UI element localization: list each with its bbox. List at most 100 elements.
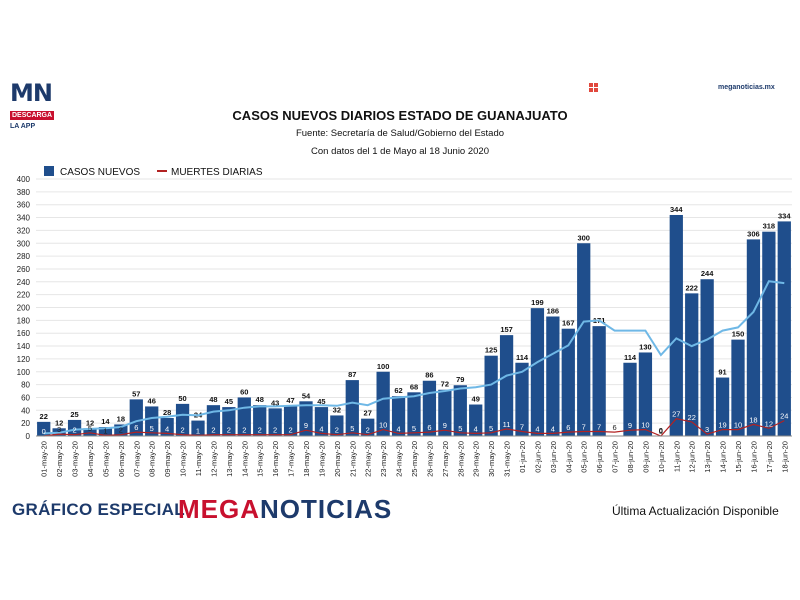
x-tick-label: 04-jun-20 [564,441,573,473]
x-tick-label: 12-may-20 [209,441,218,477]
legend-label-cases: CASOS NUEVOS [60,167,140,178]
y-tick-label: 260 [17,265,31,274]
bar-value-label: 318 [763,222,776,231]
death-value-label: 5 [489,424,493,433]
bar [530,308,545,436]
x-tick-label: 21-may-20 [348,441,357,477]
bar-value-label: 130 [639,342,652,351]
bar [685,293,699,436]
x-tick-label: 13-may-20 [225,441,234,477]
death-value-label: 10 [379,421,387,430]
bar-value-label: 157 [500,325,513,334]
bar-value-label: 46 [148,396,156,405]
death-value-label: 9 [304,421,308,430]
bar-value-label: 28 [163,408,171,417]
bar [299,401,313,436]
bar-value-label: 48 [209,395,217,404]
death-value-label: 7 [597,423,601,432]
x-tick-label: 19-may-20 [317,441,326,477]
bar [669,214,683,436]
bar [129,399,143,436]
bar [762,231,776,436]
death-value-label: 22 [688,413,696,422]
bar [145,406,159,436]
bar-value-label: 186 [547,306,560,315]
logo-app-label: LA APP [10,123,36,130]
bar-value-label: 222 [685,283,698,292]
death-value-label: 3 [57,425,61,434]
footer-brand: MEGANOTICIAS [178,494,392,525]
x-tick-label: 04-may-20 [86,441,95,477]
x-tick-label: 03-jun-20 [549,441,558,473]
bar [175,403,190,436]
bar [499,335,514,436]
y-tick-label: 320 [17,226,31,235]
death-value-label: 24 [780,412,788,421]
bar [469,404,483,436]
y-tick-label: 20 [21,419,30,428]
death-value-label: 5 [350,424,354,433]
x-tick-label: 17-jun-20 [765,441,774,473]
bar-value-label: 244 [701,269,714,278]
death-value-label: 12 [765,419,773,428]
bar-value-label: 43 [271,398,279,407]
death-value-label: 11 [503,420,511,429]
bar [191,420,205,436]
bar [391,396,406,436]
x-tick-label: 17-may-20 [287,441,296,477]
death-value-label: 19 [718,421,726,430]
footer-update-note: Última Actualización Disponible [612,504,779,518]
bar-value-label: 62 [394,386,402,395]
x-tick-label: 14-jun-20 [719,441,728,473]
bar [253,405,267,436]
bar [777,221,791,436]
bar-value-label: 0 [659,426,663,435]
bar-value-label: 87 [348,370,356,379]
bar [83,428,97,436]
death-value-label: 5 [150,424,154,433]
x-tick-label: 18-may-20 [302,441,311,477]
bar-value-label: 45 [317,397,325,406]
x-tick-label: 28-may-20 [456,441,465,477]
x-tick-label: 30-may-20 [487,441,496,477]
x-tick-label: 22-may-20 [364,441,373,477]
bar [268,408,282,436]
x-tick-label: 01-jun-20 [518,441,527,473]
bar-value-label: 114 [624,353,637,362]
x-tick-label: 20-may-20 [333,441,342,477]
bar [114,424,128,436]
x-tick-label: 13-jun-20 [703,441,712,473]
x-tick-label: 09-jun-20 [641,441,650,473]
bar [453,385,467,436]
meganoticias-app-logo[interactable]: MN DESCARGA LA APP [10,79,70,130]
footer-label: GRÁFICO ESPECIAL [12,500,185,519]
bar-value-label: 57 [132,389,140,398]
death-value-label: 1 [196,426,200,435]
chart-source: Fuente: Secretaría de Salud/Gobierno del… [295,128,505,139]
bar-value-label: 32 [333,405,341,414]
x-tick-label: 06-may-20 [117,441,126,477]
y-tick-label: 200 [17,304,31,313]
logo-mark: MN [10,79,53,107]
x-tick-label: 06-jun-20 [595,441,604,473]
bar [638,352,653,436]
bar [577,243,591,436]
y-tick-label: 140 [17,342,31,351]
death-value-label: 4 [535,424,539,433]
bar-value-label: 48 [256,395,264,404]
logo-download-label: DESCARGA [10,111,55,120]
bar-value-label: 22 [40,412,48,421]
x-tick-label: 05-may-20 [101,441,110,477]
site-url[interactable]: meganoticias.mx [718,84,775,91]
bar [407,392,421,436]
x-tick-label: 12-jun-20 [688,441,697,473]
bar-value-label: 306 [747,229,760,238]
legend-label-deaths: MUERTES DIARIAS [171,167,263,178]
x-tick-label: 05-jun-20 [580,441,589,473]
x-tick-label: 08-jun-20 [626,441,635,473]
death-value-label: 5 [88,424,92,433]
y-tick-label: 100 [17,368,31,377]
y-tick-label: 360 [17,201,31,210]
y-tick-label: 380 [17,188,31,197]
